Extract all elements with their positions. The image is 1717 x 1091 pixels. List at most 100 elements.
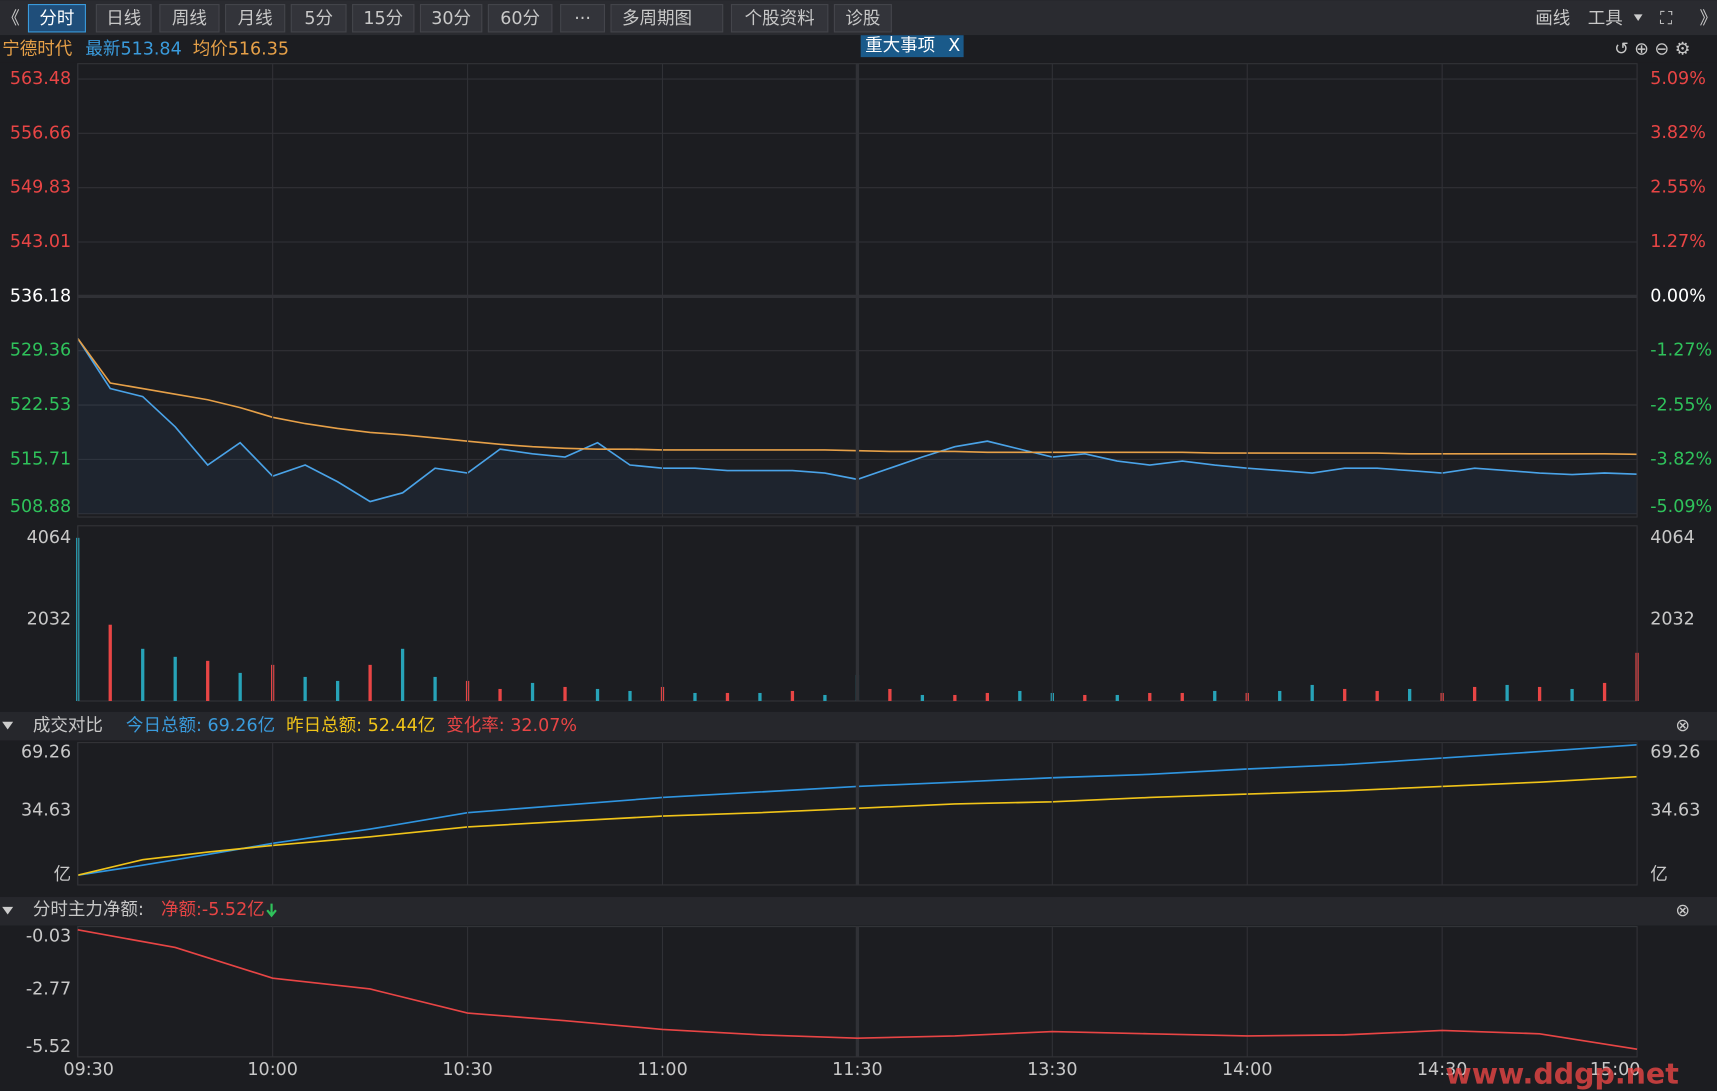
- collapse-icon[interactable]: 《: [2, 9, 20, 29]
- volume-bar: [1602, 682, 1607, 701]
- y-tick-label: 2032: [27, 609, 72, 629]
- collapse-arrow[interactable]: [2, 721, 14, 730]
- y2-tick-label: -3.82%: [1650, 450, 1712, 470]
- tab-label: 60分: [500, 9, 540, 29]
- y-tick-label: 508.88: [10, 497, 71, 517]
- y-tick-label: 563.48: [10, 69, 71, 89]
- y-tick-label: 556.66: [10, 123, 71, 143]
- tab[interactable]: [290, 4, 347, 33]
- volume-bar: [1310, 684, 1314, 701]
- volume-bar: [1343, 688, 1347, 701]
- volume-bar: [108, 624, 112, 701]
- y-tick-label: -5.52: [26, 1037, 71, 1057]
- avg-price: 均价516.35: [193, 39, 289, 59]
- series-line: [77, 775, 1638, 877]
- tab[interactable]: [833, 4, 892, 33]
- volume-bar: [628, 690, 632, 701]
- volume-bar: [1148, 692, 1152, 701]
- y-tick-label: 2032: [1650, 609, 1695, 629]
- tab[interactable]: [487, 4, 553, 33]
- info-bg: [0, 35, 1717, 63]
- tab[interactable]: [27, 4, 86, 33]
- y-tick-label: 515.71: [10, 449, 71, 469]
- panel-annotation: 变化率: 32.07%: [446, 716, 577, 736]
- x-tick-label: 15:00: [1590, 1060, 1640, 1080]
- volume-bar: [530, 682, 535, 701]
- y2-tick-label: 3.82%: [1650, 123, 1706, 143]
- x-tick-label: 13:30: [1027, 1060, 1077, 1080]
- panel-title: 分时主力净额:: [33, 900, 144, 920]
- volume-bar: [1472, 686, 1477, 701]
- y2-tick-label: -5.09%: [1650, 497, 1712, 517]
- y-tick-label: 543.01: [10, 232, 71, 252]
- volume-bar: [953, 694, 957, 701]
- volume-bar: [725, 692, 730, 701]
- y2-tick-label: 5.09%: [1650, 69, 1706, 89]
- badge[interactable]: [860, 35, 964, 58]
- tab[interactable]: [95, 4, 152, 33]
- x-tick-label: 09:30: [63, 1060, 113, 1080]
- x-tick-label: 14:00: [1222, 1060, 1272, 1080]
- latest-price: 最新513.84: [85, 39, 181, 59]
- tab-label: 周线: [172, 9, 207, 29]
- volume-bar: [335, 680, 340, 701]
- panel-annotation: 今日总额: 69.26亿: [126, 716, 275, 736]
- volume-bar: [1537, 686, 1542, 701]
- panel-annotation: 昨日总额: 52.44亿: [286, 716, 435, 736]
- panel-header: [0, 711, 1717, 741]
- tab-label: 30分: [431, 9, 471, 29]
- dropdown-arrow: [1633, 14, 1643, 21]
- y2-tick-label: -2.55%: [1650, 395, 1712, 415]
- tool-icons[interactable]: ↺ ⊕ ⊖ ⚙: [1614, 39, 1690, 59]
- expand-icon[interactable]: 》: [1699, 9, 1717, 29]
- volume-bar: [173, 656, 177, 701]
- tab[interactable]: [225, 4, 286, 33]
- y2-tick-label: 0.00%: [1650, 286, 1706, 306]
- tab[interactable]: [730, 4, 829, 33]
- volume-bar: [1408, 688, 1412, 701]
- y-tick-label: 亿: [1650, 865, 1668, 885]
- volume-bar: [1375, 690, 1379, 701]
- y2-tick-label: 2.55%: [1650, 177, 1706, 197]
- y-tick-label: -0.03: [26, 926, 71, 946]
- stock-name: 宁德时代: [2, 39, 73, 59]
- volume-bar: [1180, 692, 1184, 701]
- tab-label: 分时: [39, 9, 74, 29]
- y-tick-label: 4064: [27, 528, 72, 548]
- tab[interactable]: [610, 4, 724, 33]
- y-tick-label: 522.53: [10, 395, 71, 415]
- x-tick-label: 11:30: [832, 1060, 882, 1080]
- volume-bar: [238, 672, 242, 701]
- collapse-arrow[interactable]: [2, 906, 14, 915]
- series-line: [77, 929, 1638, 1051]
- tab[interactable]: [159, 4, 220, 33]
- volume-bar: [693, 692, 697, 701]
- close-icon[interactable]: ⊗: [1675, 901, 1690, 921]
- volume-bar: [1213, 690, 1217, 701]
- x-tick-label: 14:30: [1417, 1060, 1467, 1080]
- x-tick-label: 11:00: [637, 1060, 687, 1080]
- volume-bar: [433, 676, 437, 701]
- y2-tick-label: 1.27%: [1650, 232, 1706, 252]
- panel-annotation: 净额:-5.52亿: [161, 900, 265, 920]
- volume-bar: [1570, 688, 1574, 701]
- tool-label[interactable]: 工具: [1588, 9, 1623, 29]
- volume-bar: [400, 648, 405, 701]
- badge-close[interactable]: X: [948, 36, 960, 56]
- volume-bar: [368, 664, 372, 701]
- volume-bar: [303, 676, 307, 701]
- tool-label[interactable]: 画线: [1535, 9, 1570, 29]
- tab[interactable]: [419, 4, 483, 33]
- x-tick-label: 10:00: [247, 1060, 297, 1080]
- badge-text: 重大事项: [865, 36, 935, 56]
- volume-bar: [141, 648, 145, 701]
- tab[interactable]: [352, 4, 415, 33]
- volume-bar: [1278, 690, 1282, 701]
- close-icon[interactable]: ⊗: [1675, 716, 1690, 736]
- y-tick-label: 34.63: [1650, 800, 1700, 820]
- panel-header: [0, 897, 1717, 926]
- fullscreen-icon[interactable]: ⛶: [1660, 9, 1673, 29]
- tab[interactable]: [560, 4, 606, 33]
- volume-bar: [563, 686, 567, 701]
